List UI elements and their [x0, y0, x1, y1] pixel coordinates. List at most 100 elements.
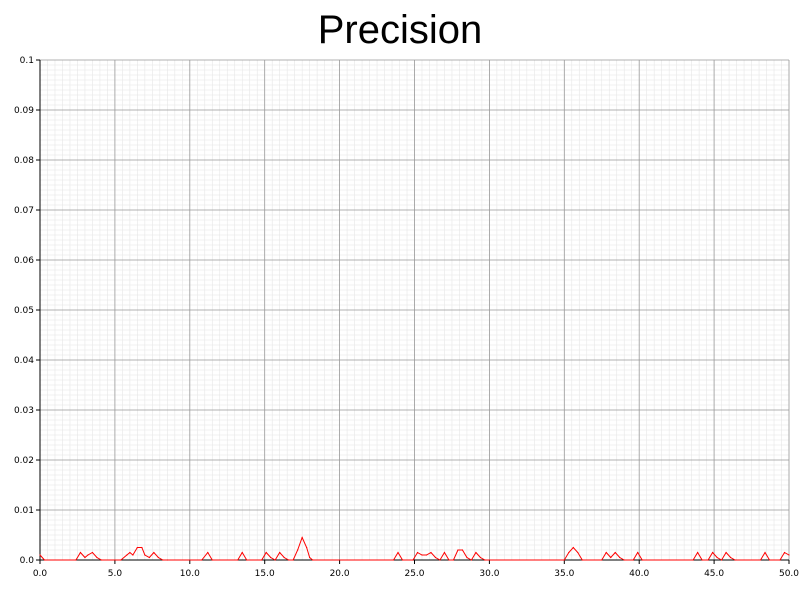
data-point: [712, 551, 714, 554]
data-point: [412, 559, 414, 561]
data-point: [141, 546, 143, 549]
y-tick-label: 0.0: [20, 556, 35, 566]
y-tick-label: 0.09: [14, 106, 34, 116]
data-point: [87, 554, 89, 556]
chart-title: Precision: [317, 8, 483, 52]
y-tick-label: 0.1: [20, 56, 34, 66]
data-point: [201, 559, 203, 561]
data-point: [297, 549, 299, 551]
data-point: [211, 559, 213, 561]
data-point: [75, 559, 77, 561]
data-point: [129, 551, 131, 554]
data-point: [568, 551, 570, 554]
x-tick-label: 40.0: [629, 569, 649, 579]
data-point: [292, 559, 294, 561]
data-point: [261, 559, 263, 561]
data-point: [279, 551, 281, 554]
data-point: [692, 559, 694, 561]
data-point: [614, 551, 616, 554]
data-point: [707, 559, 709, 561]
y-tick-label: 0.06: [14, 256, 34, 266]
data-point: [397, 551, 399, 554]
data-point: [637, 551, 639, 554]
data-point: [401, 559, 404, 561]
data-point: [701, 559, 703, 561]
x-tick-label: 10.0: [180, 569, 200, 579]
data-point: [120, 559, 122, 561]
series-layer: [39, 536, 790, 561]
data-point: [461, 549, 464, 551]
data-point: [144, 554, 146, 556]
data-point: [265, 551, 267, 554]
data-point: [457, 549, 459, 551]
data-point: [443, 551, 446, 554]
data-point: [581, 559, 583, 561]
data-point: [100, 559, 103, 561]
data-point: [439, 559, 441, 561]
x-tick-label: 25.0: [404, 569, 424, 579]
data-point: [270, 556, 272, 559]
data-point: [641, 559, 643, 561]
data-point: [610, 556, 612, 559]
y-tick-label: 0.05: [14, 306, 34, 316]
data-point: [430, 551, 432, 554]
data-point: [416, 551, 419, 554]
data-point: [274, 559, 276, 561]
y-tick-label: 0.07: [14, 206, 34, 216]
data-point: [572, 546, 574, 549]
data-point: [84, 556, 86, 559]
data-point: [246, 559, 248, 561]
data-point: [148, 556, 150, 559]
data-point: [392, 559, 395, 561]
y-tick-label: 0.02: [14, 456, 34, 466]
data-point: [126, 554, 128, 556]
data-point: [157, 556, 159, 559]
data-point: [632, 559, 634, 561]
x-tick-label: 5.0: [108, 569, 123, 579]
data-point: [764, 551, 766, 554]
data-point: [434, 556, 437, 559]
data-point: [79, 551, 82, 554]
data-point: [470, 559, 473, 561]
data-point: [136, 546, 138, 549]
data-point: [788, 554, 790, 556]
data-point: [479, 556, 482, 559]
data-point: [697, 551, 699, 554]
data-point: [309, 556, 311, 559]
y-tick-label: 0.04: [14, 356, 34, 366]
x-tick-label: 30.0: [479, 569, 499, 579]
data-point: [716, 556, 718, 559]
data-point: [484, 559, 486, 561]
data-point: [166, 559, 168, 561]
data-point: [783, 551, 786, 554]
data-point: [312, 559, 314, 561]
y-tick-label: 0.01: [14, 506, 34, 516]
series-line: [39, 536, 790, 561]
data-point: [623, 559, 625, 561]
data-point: [768, 559, 771, 561]
x-tick-label: 20.0: [330, 569, 350, 579]
data-point: [39, 554, 41, 556]
data-point: [759, 559, 762, 561]
data-point: [466, 556, 468, 559]
data-point: [43, 559, 46, 561]
data-point: [729, 556, 732, 559]
data-point: [452, 559, 455, 561]
y-tick-label: 0.03: [14, 406, 34, 416]
data-point: [605, 551, 607, 554]
x-tick-label: 15.0: [255, 569, 275, 579]
data-point: [237, 559, 239, 561]
data-point: [153, 551, 155, 554]
data-point: [306, 546, 308, 549]
data-point: [720, 559, 723, 561]
data-point: [132, 554, 134, 556]
axes: [36, 59, 790, 564]
data-point: [162, 559, 164, 561]
tick-labels: 0.0 5.0 10.0 15.0 20.0 25.0 30.0 35.0 40.0 45.0 50…: [14, 56, 799, 579]
data-point: [288, 559, 290, 561]
x-tick-label: 35.0: [554, 569, 574, 579]
data-point: [563, 559, 565, 561]
x-tick-label: 45.0: [704, 569, 724, 579]
y-tick-label: 0.08: [14, 156, 34, 166]
data-point: [421, 554, 423, 556]
